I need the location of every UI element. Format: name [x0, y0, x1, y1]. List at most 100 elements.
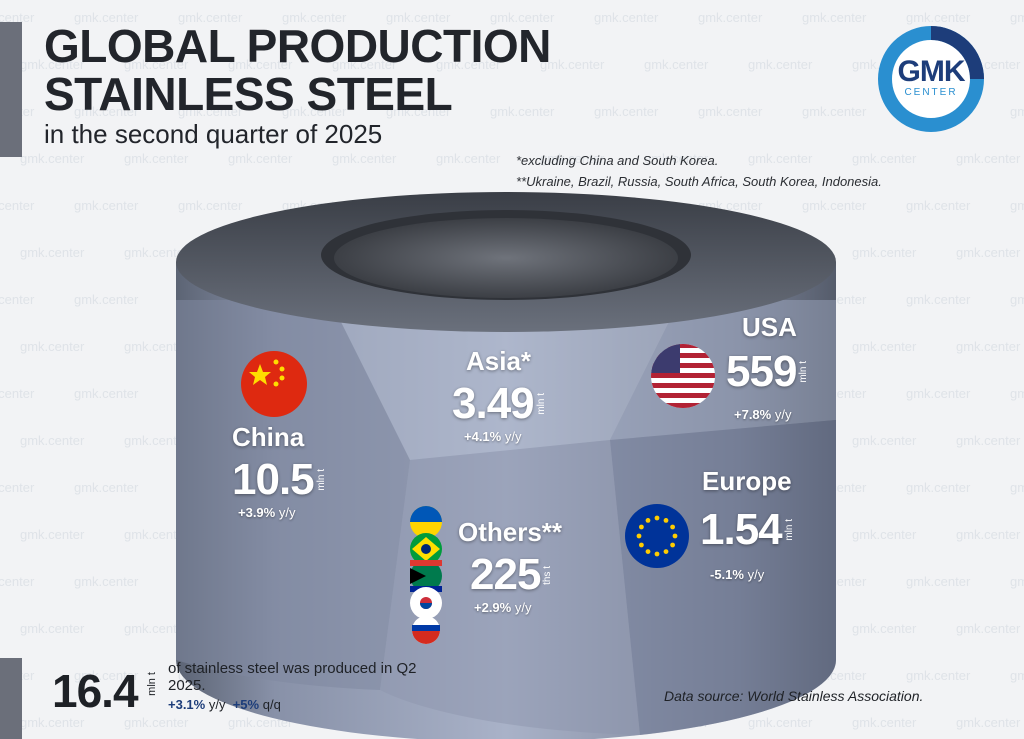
watermark-text: gmk.center	[852, 151, 917, 166]
region-value: 559	[726, 347, 797, 396]
total-change: +3.1% y/y +5% q/q	[168, 697, 281, 712]
watermark-text: gmk.center	[20, 715, 85, 730]
facet-asia	[330, 300, 680, 460]
watermark-text: gmk.center	[178, 104, 243, 119]
watermark-text: gmk.center	[20, 339, 85, 354]
watermark-text: gmk.center	[644, 151, 709, 166]
logo-ring-icon	[878, 26, 984, 132]
watermark-text: gmk.center	[0, 198, 35, 213]
watermark-text: gmk.center	[1010, 198, 1024, 213]
watermark-text: gmk.center	[802, 104, 867, 119]
watermark-text: gmk.center	[0, 574, 35, 589]
region-unit: mln t	[798, 361, 810, 383]
title-line-2: STAINLESS STEEL	[44, 68, 453, 120]
region-change: -5.1% y/y	[710, 567, 765, 582]
watermark-text: gmk.center	[852, 339, 917, 354]
watermark-text: gmk.center	[74, 386, 139, 401]
watermark-text: gmk.center	[386, 104, 451, 119]
watermark-text: gmk.center	[74, 10, 139, 25]
region-value: 225	[470, 550, 541, 599]
watermark-text: gmk.center	[124, 57, 189, 72]
watermark-text: gmk.center	[852, 245, 917, 260]
footnote-2: **Ukraine, Brazil, Russia, South Africa,…	[516, 174, 882, 189]
watermark-text: gmk.center	[228, 151, 293, 166]
watermark-text: gmk.center	[1010, 480, 1024, 495]
total-yoy: +3.1%	[168, 697, 206, 712]
watermark-text: gmk.center	[956, 621, 1021, 636]
watermark-text: gmk.center	[1010, 10, 1024, 25]
watermark-text: gmk.center	[74, 292, 139, 307]
region-others: Others** 225 ths t +2.9% y/y	[408, 505, 588, 644]
region-change: +4.1% y/y	[464, 429, 522, 444]
watermark-text: gmk.center	[124, 339, 189, 354]
region-name: China	[232, 422, 305, 452]
watermark-text: gmk.center	[20, 245, 85, 260]
watermark-text: gmk.center	[644, 57, 709, 72]
total-unit: mln t	[146, 672, 158, 696]
watermark-text: gmk.center	[956, 715, 1021, 730]
watermark-text: gmk.center	[0, 292, 35, 307]
watermark-text: gmk.center	[74, 480, 139, 495]
watermark-text: gmk.center	[124, 151, 189, 166]
watermark-text: gmk.center	[748, 57, 813, 72]
watermark-text: gmk.center	[852, 433, 917, 448]
region-change: +7.8% y/y	[734, 407, 792, 422]
watermark-text: gmk.center	[178, 198, 243, 213]
eu-flag-icon	[625, 504, 689, 568]
watermark-text: gmk.center	[0, 480, 35, 495]
facet-usa	[610, 300, 836, 440]
region-name: Asia*	[466, 346, 532, 376]
region-change: +3.9% y/y	[238, 505, 296, 520]
region-europe: Europe 1.54 mln t -5.1% y/y	[624, 466, 814, 582]
data-source: Data source: World Stainless Association…	[664, 688, 924, 704]
region-value: 1.54	[700, 505, 783, 554]
watermark-text: gmk.center	[698, 104, 763, 119]
region-name: Others**	[458, 517, 563, 547]
total-value: 16.4	[52, 665, 139, 717]
region-unit: mln t	[315, 469, 327, 491]
gmk-logo: GMK CENTER	[876, 24, 986, 134]
watermark-text: gmk.center	[228, 57, 293, 72]
watermark-text: gmk.center	[74, 574, 139, 589]
total-accent-bar	[0, 658, 22, 739]
watermark-text: gmk.center	[124, 433, 189, 448]
total-qoq: +5%	[232, 697, 260, 712]
watermark-text: gmk.center	[802, 198, 867, 213]
total-description: of stainless steel was produced in Q2 20…	[168, 660, 417, 694]
watermark-text: gmk.center	[540, 57, 605, 72]
watermark-text: gmk.center	[540, 151, 605, 166]
watermark-text: gmk.center	[332, 57, 397, 72]
watermark-text: gmk.center	[906, 10, 971, 25]
watermark-text: gmk.center	[74, 198, 139, 213]
footnotes: *excluding China and South Korea. **Ukra…	[516, 150, 882, 192]
region-value: 3.49	[452, 379, 535, 428]
watermark-text: gmk.center	[852, 527, 917, 542]
watermark-text: gmk.center	[906, 292, 971, 307]
watermark-text: gmk.center	[332, 151, 397, 166]
watermark-text: gmk.center	[802, 10, 867, 25]
region-unit: mln t	[535, 393, 547, 415]
others-flags-icon	[410, 506, 442, 644]
watermark-text: gmk.center	[852, 715, 917, 730]
watermark-text: gmk.center	[906, 574, 971, 589]
facet-europe	[610, 420, 837, 735]
watermark-text: gmk.center	[0, 10, 35, 25]
watermark-text: gmk.center	[74, 668, 139, 683]
facet-others	[380, 440, 640, 735]
page-title: GLOBAL PRODUCTION STAINLESS STEEL	[44, 22, 551, 118]
page-subtitle: in the second quarter of 2025	[44, 119, 383, 149]
watermark-text: gmk.center	[1010, 386, 1024, 401]
region-usa: USA 559 mln t +7.8% y/y	[650, 312, 830, 422]
logo-text-main: GMK	[897, 55, 966, 88]
region-unit: ths t	[542, 565, 554, 585]
watermark-text: gmk.center	[956, 245, 1021, 260]
watermark-text: gmk.center	[490, 10, 555, 25]
region-asia: Asia* 3.49 mln t +4.1% y/y	[452, 346, 592, 444]
watermark-text: gmk.center	[490, 104, 555, 119]
watermark-text: gmk.center	[20, 433, 85, 448]
china-flag-icon	[241, 351, 307, 417]
watermark-text: gmk.center	[906, 668, 971, 683]
watermark-text: gmk.center	[0, 386, 35, 401]
coil-hole	[334, 218, 678, 298]
watermark-text: gmk.center	[124, 621, 189, 636]
